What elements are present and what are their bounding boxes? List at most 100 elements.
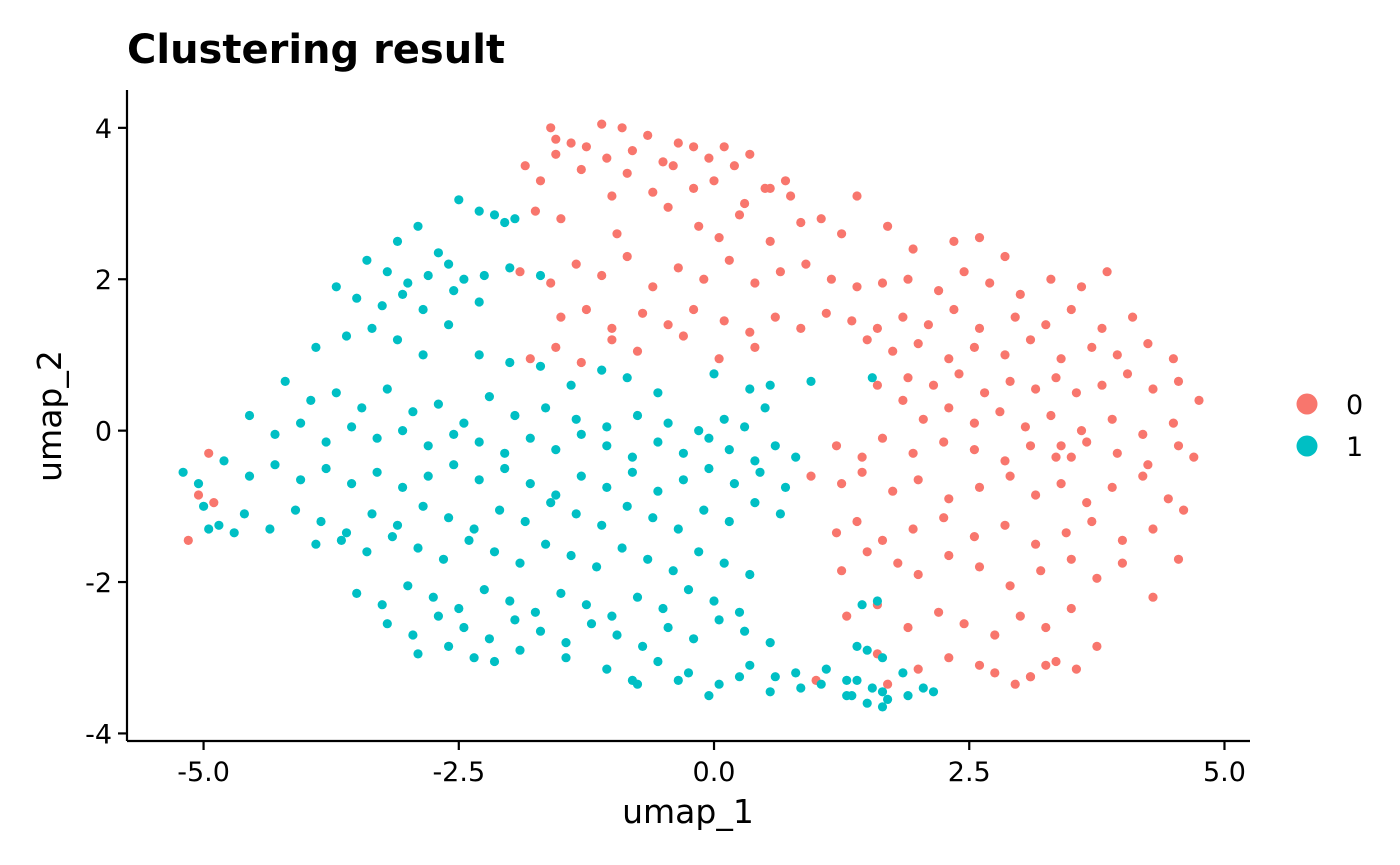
- point-series-1: [495, 505, 505, 515]
- point-series-0: [969, 445, 980, 455]
- point-series-0: [1010, 312, 1020, 322]
- point-series-0: [903, 373, 913, 383]
- point-series-0: [1102, 267, 1112, 277]
- point-series-0: [872, 323, 883, 333]
- point-series-1: [382, 384, 392, 394]
- point-series-0: [796, 217, 806, 228]
- point-series-0: [969, 342, 980, 352]
- point-series-0: [209, 498, 219, 508]
- point-series-1: [296, 475, 306, 485]
- point-series-0: [959, 267, 969, 277]
- point-series-1: [632, 592, 643, 602]
- point-series-1: [551, 490, 561, 500]
- point-series-0: [689, 142, 699, 152]
- point-series-1: [398, 426, 408, 436]
- point-series-1: [816, 679, 826, 689]
- legend-key-0: [1296, 393, 1318, 415]
- point-series-0: [1025, 441, 1036, 451]
- point-series-0: [969, 532, 980, 542]
- point-series-1: [474, 475, 484, 485]
- point-series-1: [719, 414, 729, 424]
- point-series-1: [459, 274, 469, 284]
- point-series-1: [433, 611, 443, 621]
- y-tick-label: 2: [95, 265, 112, 296]
- point-series-1: [347, 479, 357, 489]
- point-series-1: [357, 403, 367, 413]
- point-series-0: [770, 312, 780, 322]
- point-series-0: [1066, 304, 1076, 315]
- point-series-1: [673, 675, 683, 686]
- point-series-0: [898, 395, 908, 405]
- point-series-1: [546, 498, 556, 508]
- point-series-0: [760, 183, 770, 193]
- point-series-1: [663, 418, 673, 428]
- point-series-1: [423, 270, 433, 281]
- point-series-0: [786, 191, 796, 201]
- y-tick-label: -4: [85, 719, 112, 750]
- point-series-1: [734, 672, 745, 682]
- point-series-0: [704, 153, 714, 163]
- point-series-1: [372, 467, 382, 477]
- point-series-1: [883, 694, 893, 705]
- point-series-1: [459, 622, 469, 633]
- point-series-0: [852, 282, 862, 292]
- point-series-0: [535, 176, 546, 186]
- point-series-0: [821, 308, 831, 318]
- point-series-1: [362, 255, 372, 265]
- point-series-0: [913, 569, 923, 580]
- point-series-1: [474, 206, 484, 216]
- point-series-1: [571, 509, 581, 519]
- point-series-0: [581, 304, 592, 315]
- point-series-1: [755, 467, 765, 477]
- point-series-0: [913, 475, 923, 485]
- point-series-1: [821, 664, 831, 674]
- point-series-1: [377, 301, 387, 311]
- x-tick-label: -2.5: [432, 757, 485, 788]
- point-series-0: [689, 304, 699, 315]
- point-series-0: [1117, 558, 1127, 568]
- point-series-0: [607, 191, 617, 201]
- point-series-0: [934, 286, 944, 296]
- point-series-1: [872, 596, 883, 606]
- point-series-1: [449, 460, 459, 470]
- point-series-0: [928, 380, 939, 390]
- point-series-1: [454, 603, 464, 614]
- point-series-0: [944, 550, 954, 561]
- point-series-1: [408, 630, 418, 640]
- point-series-1: [745, 384, 755, 394]
- point-series-1: [576, 471, 586, 481]
- point-series-1: [541, 403, 551, 413]
- point-series-0: [1005, 471, 1015, 481]
- point-series-0: [729, 161, 740, 171]
- point-series-1: [362, 547, 372, 557]
- point-series-1: [444, 641, 454, 652]
- x-tick-label: 2.5: [948, 757, 991, 788]
- point-series-0: [1051, 373, 1061, 383]
- point-series-0: [1000, 456, 1010, 466]
- point-series-1: [862, 698, 872, 708]
- point-series-0: [740, 198, 750, 209]
- point-series-1: [510, 214, 520, 224]
- point-series-0: [1143, 460, 1153, 470]
- point-series-0: [556, 214, 566, 224]
- point-series-0: [576, 357, 586, 368]
- point-series-0: [806, 471, 816, 481]
- point-series-1: [740, 422, 750, 432]
- point-series-0: [780, 176, 791, 186]
- point-series-1: [791, 452, 801, 462]
- point-series-0: [622, 168, 632, 178]
- point-series-0: [1066, 554, 1076, 564]
- point-series-0: [638, 308, 648, 318]
- point-series-0: [1031, 539, 1041, 549]
- point-series-1: [341, 528, 352, 538]
- point-series-0: [862, 335, 872, 345]
- point-series-1: [561, 638, 571, 648]
- point-series-0: [1163, 494, 1173, 504]
- point-series-1: [602, 664, 612, 674]
- point-series-0: [888, 346, 898, 356]
- point-series-1: [489, 656, 500, 667]
- point-series-0: [1112, 350, 1122, 360]
- point-series-1: [403, 581, 413, 591]
- point-series-0: [581, 142, 592, 152]
- point-series-0: [934, 607, 944, 617]
